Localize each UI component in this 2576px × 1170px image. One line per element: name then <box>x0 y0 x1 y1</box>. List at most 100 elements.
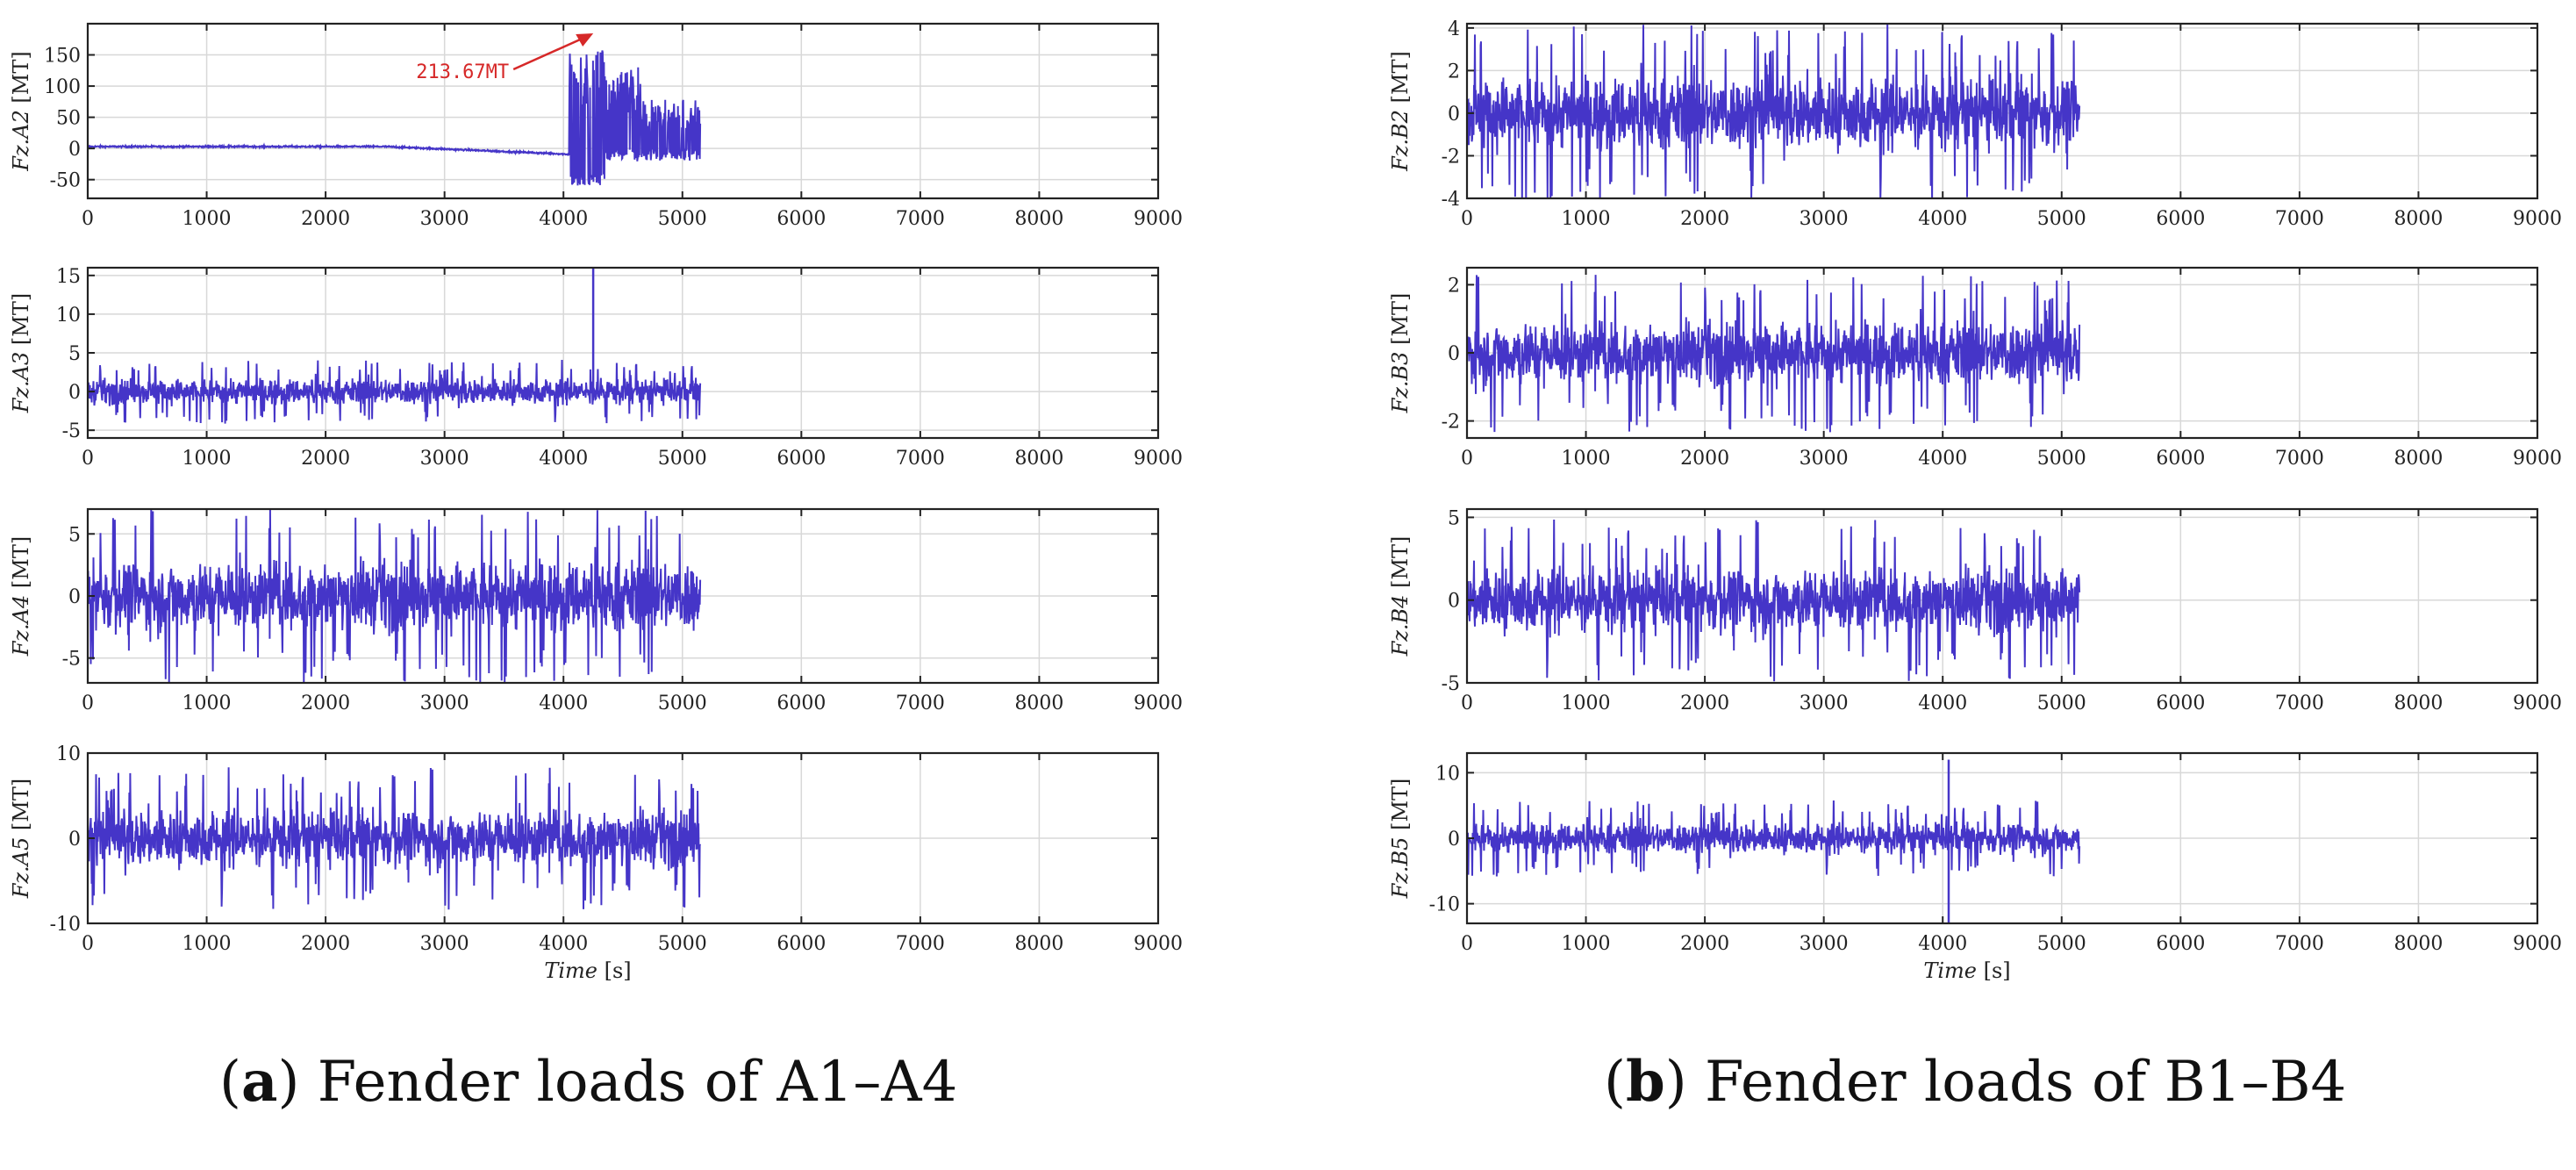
series-line <box>1467 800 2081 877</box>
panel-a-A5: 0 1000 2000 3000 4000 5000 6000 7000 8000 9000 -10… <box>9 743 1183 983</box>
y-tick-label: 0 <box>1448 343 1460 365</box>
caption-a-open: ( <box>219 1050 241 1115</box>
x-tick-label: 6000 <box>2156 448 2205 470</box>
y-tick-label: 5 <box>1448 507 1460 529</box>
y-tick-label: 100 <box>44 76 81 98</box>
x-tick-label: 7000 <box>896 933 945 955</box>
x-tick-label: 7000 <box>896 448 945 470</box>
x-tick-label: 8000 <box>1014 448 1063 470</box>
y-tick-label: 0 <box>68 139 81 161</box>
x-tick-label: 0 <box>82 448 94 470</box>
x-tick-label: 3000 <box>1800 448 1849 470</box>
y-tick-label: 150 <box>44 46 81 68</box>
x-tick-label: 8000 <box>1014 208 1063 230</box>
x-tick-label: 3000 <box>420 208 469 230</box>
x-tick-label: 7000 <box>2275 448 2324 470</box>
panel-a-A3: 0 1000 2000 3000 4000 5000 6000 7000 8000 9000-50… <box>9 266 1183 470</box>
y-tick-label: 0 <box>68 586 81 608</box>
x-tick-label: 7000 <box>896 208 945 230</box>
y-axis-label: Fz.A4 [MT] <box>9 536 33 657</box>
y-axis-label: Fz.B5 [MT] <box>1388 779 1413 900</box>
x-tick-label: 9000 <box>2513 448 2562 470</box>
y-tick-label: 10 <box>56 305 81 327</box>
x-tick-label: 6000 <box>776 693 826 714</box>
x-tick-label: 5000 <box>2037 933 2086 955</box>
x-tick-label: 8000 <box>2394 693 2443 714</box>
x-tick-label: 3000 <box>420 448 469 470</box>
axes-frame <box>1465 507 2539 685</box>
x-tick-label: 8000 <box>1014 693 1063 714</box>
x-tick-label: 3000 <box>1800 693 1849 714</box>
figure: 0 1000 2000 3000 4000 5000 6000 7000 8000 9000-50… <box>9 18 2562 983</box>
x-tick-label: 1000 <box>1562 693 1611 714</box>
x-tick-label: 1000 <box>1562 208 1611 230</box>
y-tick-label: 0 <box>1448 829 1460 851</box>
x-tick-label: 4000 <box>539 208 588 230</box>
x-tick-label: 2000 <box>1680 933 1729 955</box>
y-tick-label: 0 <box>68 382 81 404</box>
caption-b: (b) Fender loads of B1–B4 <box>1604 1049 2346 1115</box>
x-tick-label: 0 <box>82 693 94 714</box>
x-tick-label: 2000 <box>1680 208 1729 230</box>
y-tick-label: 10 <box>1435 763 1460 785</box>
x-tick-label: 5000 <box>2037 208 2086 230</box>
x-tick-label: 4000 <box>1918 933 1967 955</box>
caption-a-letter: a <box>240 1049 278 1115</box>
x-tick-label: 8000 <box>2394 208 2443 230</box>
x-tick-label: 2000 <box>301 208 350 230</box>
x-tick-label: 4000 <box>1918 448 1967 470</box>
panel-b-B3: 0 1000 2000 3000 4000 5000 6000 7000 8000 9000-20… <box>1388 266 2562 470</box>
x-tick-label: 2000 <box>301 693 350 714</box>
y-tick-label: -10 <box>50 914 81 936</box>
x-tick-label: 6000 <box>776 933 826 955</box>
x-tick-label: 1000 <box>1562 933 1611 955</box>
x-tick-label: 9000 <box>2513 933 2562 955</box>
x-tick-label: 0 <box>1461 693 1473 714</box>
x-tick-label: 6000 <box>776 448 826 470</box>
y-tick-label: 5 <box>68 524 81 546</box>
x-tick-label: 9000 <box>1134 693 1183 714</box>
series-line <box>88 509 702 683</box>
x-tick-label: 4000 <box>539 448 588 470</box>
x-tick-label: 6000 <box>2156 693 2205 714</box>
x-tick-label: 0 <box>82 208 94 230</box>
x-tick-label: 3000 <box>420 933 469 955</box>
x-tick-label: 5000 <box>2037 693 2086 714</box>
y-tick-label: -4 <box>1442 189 1460 211</box>
panel-a-A2: 0 1000 2000 3000 4000 5000 6000 7000 8000 9000-50… <box>9 22 1183 230</box>
series-line <box>88 767 702 910</box>
x-tick-label: 0 <box>82 933 94 955</box>
x-tick-label: 9000 <box>1134 448 1183 470</box>
x-tick-label: 9000 <box>1134 208 1183 230</box>
y-tick-label: -50 <box>50 170 81 192</box>
panel-a-A4: 0 1000 2000 3000 4000 5000 6000 7000 8000 9000 -5 0… <box>9 507 1183 714</box>
axes-frame <box>86 22 1160 200</box>
y-tick-label: -5 <box>62 649 81 671</box>
series-line <box>88 359 702 424</box>
x-tick-label: 7000 <box>2275 933 2324 955</box>
x-tick-label: 2000 <box>1680 693 1729 714</box>
series-line <box>1467 24 2081 198</box>
x-tick-label: 1000 <box>182 448 232 470</box>
y-tick-label: 15 <box>56 266 81 288</box>
y-tick-label: 0 <box>1448 104 1460 126</box>
x-tick-label: 3000 <box>420 693 469 714</box>
y-axis-label: Fz.B3 [MT] <box>1388 293 1413 414</box>
series-line <box>88 50 702 186</box>
y-axis-label: Fz.A2 [MT] <box>9 51 33 171</box>
x-tick-label: 9000 <box>2513 693 2562 714</box>
y-tick-label: -5 <box>62 420 81 442</box>
y-axis-label: Fz.B4 [MT] <box>1388 536 1413 657</box>
x-tick-label: 5000 <box>658 448 707 470</box>
x-axis-label: Time [s] <box>1923 958 2010 983</box>
y-tick-label: 5 <box>68 343 81 365</box>
x-axis-label: Time [s] <box>544 958 631 983</box>
y-axis-label: Fz.B2 [MT] <box>1388 51 1413 172</box>
x-tick-label: 9000 <box>1134 933 1183 955</box>
x-tick-label: 4000 <box>1918 693 1967 714</box>
x-tick-label: 4000 <box>1918 208 1967 230</box>
y-tick-label: 0 <box>68 829 81 851</box>
x-tick-label: 4000 <box>539 933 588 955</box>
x-tick-label: 1000 <box>182 208 232 230</box>
x-tick-label: 8000 <box>2394 933 2443 955</box>
